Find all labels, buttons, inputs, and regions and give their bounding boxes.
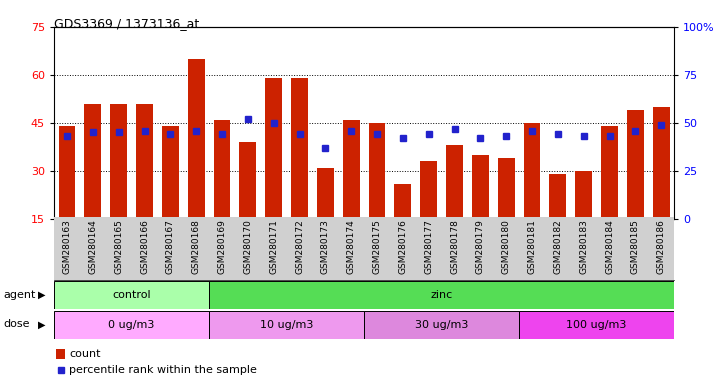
Text: GSM280169: GSM280169 — [218, 219, 226, 274]
Bar — [162, 126, 179, 219]
Text: GSM280181: GSM280181 — [528, 219, 536, 274]
Text: control: control — [112, 290, 151, 300]
Text: GSM280177: GSM280177 — [424, 219, 433, 274]
Text: GSM280173: GSM280173 — [321, 219, 329, 274]
Text: GSM280186: GSM280186 — [657, 219, 665, 274]
Bar — [239, 142, 256, 219]
Bar — [213, 120, 231, 219]
Bar — [446, 145, 463, 219]
Text: GSM280165: GSM280165 — [114, 219, 123, 274]
Text: GSM280170: GSM280170 — [244, 219, 252, 274]
Text: GSM280183: GSM280183 — [579, 219, 588, 274]
Text: count: count — [69, 349, 101, 359]
Text: GSM280179: GSM280179 — [476, 219, 485, 274]
Bar — [187, 59, 205, 219]
Bar — [601, 126, 618, 219]
Bar — [627, 110, 644, 219]
Bar — [523, 123, 541, 219]
Bar — [136, 104, 153, 219]
Bar — [394, 184, 411, 219]
Text: percentile rank within the sample: percentile rank within the sample — [69, 366, 257, 376]
Bar — [317, 168, 334, 219]
Bar — [575, 171, 592, 219]
Bar — [549, 174, 566, 219]
Text: GSM280172: GSM280172 — [295, 219, 304, 274]
Bar — [110, 104, 127, 219]
Text: zinc: zinc — [430, 290, 453, 300]
Text: GSM280166: GSM280166 — [140, 219, 149, 274]
Bar — [342, 120, 360, 219]
Text: 10 ug/m3: 10 ug/m3 — [260, 320, 314, 330]
Text: 30 ug/m3: 30 ug/m3 — [415, 320, 469, 330]
Bar — [209, 281, 674, 309]
Bar — [368, 123, 386, 219]
Text: GSM280163: GSM280163 — [63, 219, 71, 274]
Bar — [653, 107, 670, 219]
Text: 100 ug/m3: 100 ug/m3 — [567, 320, 627, 330]
Text: GSM280175: GSM280175 — [373, 219, 381, 274]
Text: GSM280182: GSM280182 — [554, 219, 562, 274]
Bar — [84, 104, 101, 219]
Bar — [472, 155, 489, 219]
Text: GSM280184: GSM280184 — [605, 219, 614, 274]
Text: GSM280174: GSM280174 — [347, 219, 355, 274]
Text: 0 ug/m3: 0 ug/m3 — [108, 320, 155, 330]
Text: GSM280185: GSM280185 — [631, 219, 640, 274]
Bar — [265, 78, 282, 219]
Bar — [56, 349, 65, 359]
Bar — [364, 311, 519, 339]
Text: GSM280164: GSM280164 — [89, 219, 97, 274]
Text: GSM280171: GSM280171 — [269, 219, 278, 274]
Bar — [291, 78, 308, 219]
Text: agent: agent — [4, 290, 36, 300]
Bar — [54, 311, 209, 339]
Bar — [54, 281, 209, 309]
Text: dose: dose — [4, 319, 30, 329]
Text: GSM280180: GSM280180 — [502, 219, 510, 274]
Text: ▶: ▶ — [38, 319, 45, 329]
Bar — [58, 126, 76, 219]
Text: GSM280167: GSM280167 — [166, 219, 174, 274]
Text: GSM280168: GSM280168 — [192, 219, 200, 274]
Text: ▶: ▶ — [38, 290, 45, 300]
Text: GSM280178: GSM280178 — [450, 219, 459, 274]
Text: GSM280176: GSM280176 — [399, 219, 407, 274]
Bar — [519, 311, 674, 339]
Bar — [420, 161, 437, 219]
Bar — [497, 158, 515, 219]
Bar — [209, 311, 364, 339]
Text: GDS3369 / 1373136_at: GDS3369 / 1373136_at — [54, 17, 199, 30]
